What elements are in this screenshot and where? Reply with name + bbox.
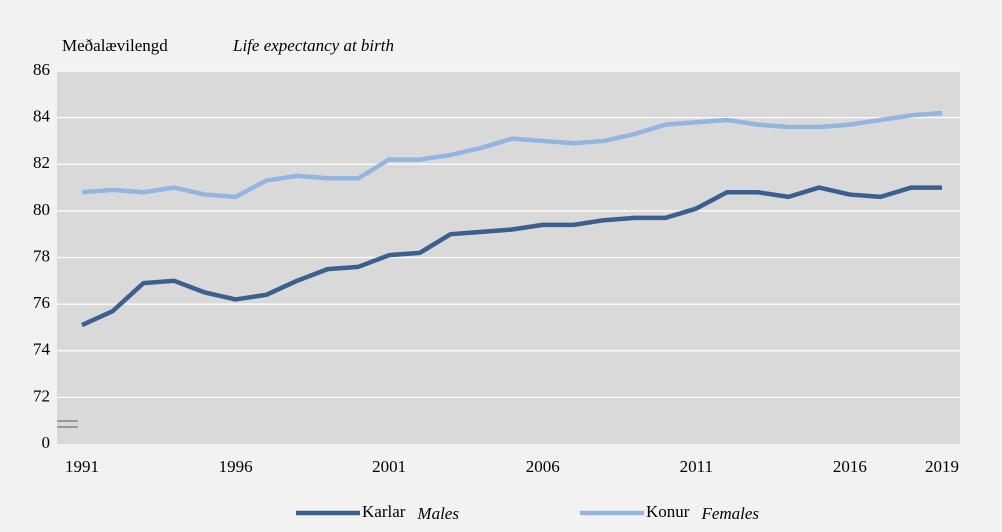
y-tick-label: 82	[33, 153, 50, 172]
y-tick-label: 80	[33, 200, 50, 219]
y-tick-label: 78	[33, 246, 50, 265]
chart-subtitle: Life expectancy at birth	[232, 36, 394, 55]
legend-label: Karlar	[362, 502, 406, 521]
y-tick-label: 0	[42, 433, 51, 452]
legend-label-en: Females	[700, 504, 759, 523]
x-tick-label: 2006	[526, 457, 560, 476]
y-tick-label: 76	[33, 293, 50, 312]
series-line	[81, 110, 943, 200]
legend-label: Konur	[646, 502, 690, 521]
y-tick-label: 74	[33, 340, 51, 359]
legend-label-en: Males	[416, 504, 459, 523]
x-tick-label: 2001	[372, 457, 406, 476]
x-tick-label: 1996	[219, 457, 253, 476]
series-line	[81, 185, 942, 328]
y-tick-label: 72	[33, 386, 50, 405]
x-tick-label: 2011	[680, 457, 713, 476]
x-tick-label: 1991	[65, 457, 99, 476]
x-tick-label: 2016	[833, 457, 867, 476]
y-tick-label: 84	[33, 107, 51, 126]
y-tick-label: 86	[33, 60, 50, 79]
chart-title: Meðalævilengd	[62, 36, 168, 55]
x-tick-label: 2019	[925, 457, 959, 476]
